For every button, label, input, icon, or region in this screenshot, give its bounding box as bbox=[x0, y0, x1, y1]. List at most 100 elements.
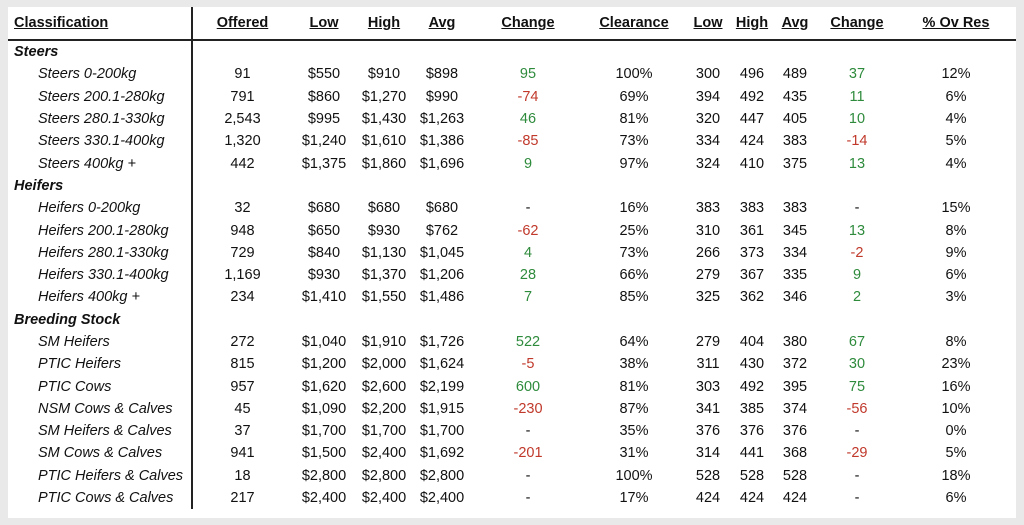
header-row: Classification Offered Low High Avg Chan… bbox=[8, 7, 1016, 41]
header-ov-res[interactable]: % Ov Res bbox=[896, 7, 1016, 41]
change-cents-cell: 67 bbox=[848, 334, 866, 350]
avg-cents-cell: 528 bbox=[782, 467, 808, 484]
header-clearance[interactable]: Clearance bbox=[584, 7, 684, 41]
high-cents-cell bbox=[732, 309, 772, 331]
header-offered[interactable]: Offered bbox=[192, 7, 292, 41]
header-low-cents[interactable]: Low bbox=[684, 7, 732, 41]
ov-res-cell: 4% bbox=[945, 155, 967, 172]
avg-cents-cell bbox=[772, 309, 818, 331]
classification-cell: Steers 330.1-400kg bbox=[8, 130, 193, 153]
low-cents-cell: 394 bbox=[695, 88, 721, 105]
change-cents-cell: 10 bbox=[848, 111, 866, 128]
classification-cell: Heifers 280.1-330kg bbox=[8, 241, 193, 264]
avg-price-cell: $990 bbox=[425, 88, 459, 105]
high-cents-cell: 410 bbox=[739, 155, 765, 172]
low-cents-cell: 311 bbox=[696, 356, 720, 373]
high-cents-cell: 362 bbox=[739, 289, 765, 306]
classification-cell: Heifers 330.1-400kg bbox=[8, 263, 193, 287]
change-cell: -85 bbox=[517, 133, 539, 150]
low-price-cell: $1,620 bbox=[301, 378, 347, 395]
header-high-cents[interactable]: High bbox=[732, 7, 772, 41]
offered-cell: 1,320 bbox=[224, 133, 261, 150]
ov-res-cell: 10% bbox=[941, 400, 971, 417]
avg-cents-cell: 405 bbox=[782, 111, 808, 128]
avg-price-cell: $1,045 bbox=[419, 244, 465, 261]
classification-cell: Steers 0-200kg bbox=[8, 63, 193, 86]
high-price-cell: $1,430 bbox=[361, 111, 407, 128]
classification-cell: Heifers 400kg + bbox=[8, 286, 193, 309]
high-cents-cell: 424 bbox=[739, 133, 765, 150]
high-cents-cell: 447 bbox=[739, 111, 765, 128]
classification-cell: SM Cows & Calves bbox=[8, 442, 193, 465]
change-cents-cell: -56 bbox=[846, 400, 868, 417]
low-price-cell bbox=[292, 175, 356, 197]
change-cell: 7 bbox=[523, 289, 533, 306]
change-cents-cell: -29 bbox=[846, 445, 868, 462]
change-cell: - bbox=[525, 490, 531, 507]
avg-price-cell: $1,486 bbox=[419, 289, 465, 306]
classification-cell: NSM Cows & Calves bbox=[8, 397, 193, 421]
clearance-cell: 87% bbox=[619, 400, 649, 417]
avg-cents-cell: 374 bbox=[782, 400, 808, 417]
header-change[interactable]: Change bbox=[472, 7, 584, 41]
ov-res-cell bbox=[896, 175, 1016, 197]
clearance-cell: 31% bbox=[619, 445, 649, 462]
low-price-cell: $1,200 bbox=[301, 356, 347, 373]
cattle-sale-table: Classification Offered Low High Avg Chan… bbox=[8, 7, 1016, 510]
ov-res-cell: 0% bbox=[945, 423, 967, 440]
ov-res-cell: 6% bbox=[945, 490, 967, 507]
classification-cell: SM Heifers bbox=[8, 330, 193, 354]
high-price-cell bbox=[356, 309, 412, 331]
group-label: Heifers bbox=[8, 174, 193, 198]
offered-cell: 45 bbox=[234, 400, 251, 417]
table-row: SM Heifers & Calves 37 $1,700 $1,700 $1,700 -… bbox=[8, 420, 1016, 443]
change-cell: - bbox=[525, 467, 531, 484]
change-cell: -5 bbox=[521, 356, 535, 373]
low-price-cell: $840 bbox=[307, 244, 341, 261]
table-row: Heifers 200.1-280kg 948 $650 $930 $762 -62 25%… bbox=[8, 219, 1016, 242]
header-classification[interactable]: Classification bbox=[8, 7, 193, 41]
classification-cell: PTIC Heifers bbox=[8, 353, 193, 376]
ov-res-cell: 6% bbox=[945, 88, 967, 105]
low-price-cell: $1,700 bbox=[301, 423, 347, 440]
change-cents-cell: 9 bbox=[852, 267, 862, 284]
header-avg-cents[interactable]: Avg bbox=[772, 7, 818, 41]
ov-res-cell: 18% bbox=[941, 467, 971, 484]
header-low[interactable]: Low bbox=[292, 7, 356, 41]
high-price-cell: $1,550 bbox=[361, 289, 407, 306]
high-cents-cell: 361 bbox=[739, 222, 765, 239]
group-label: Steers bbox=[8, 40, 193, 64]
offered-cell: 941 bbox=[230, 445, 255, 462]
high-cents-cell: 492 bbox=[739, 378, 765, 395]
low-price-cell: $930 bbox=[307, 267, 341, 284]
change-cell bbox=[472, 40, 584, 63]
header-high[interactable]: High bbox=[356, 7, 412, 41]
low-price-cell: $1,090 bbox=[301, 400, 347, 417]
avg-cents-cell: 376 bbox=[782, 423, 808, 440]
change-cents-cell: 75 bbox=[848, 378, 866, 395]
header-avg[interactable]: Avg bbox=[412, 7, 472, 41]
ov-res-cell: 23% bbox=[941, 356, 971, 373]
header-change-cents[interactable]: Change bbox=[818, 7, 896, 41]
change-cell: 4 bbox=[523, 244, 533, 261]
low-cents-cell: 279 bbox=[695, 267, 721, 284]
offered-cell: 791 bbox=[230, 88, 255, 105]
high-cents-cell: 367 bbox=[739, 267, 765, 284]
classification-cell: PTIC Cows & Calves bbox=[8, 486, 193, 510]
offered-cell: 217 bbox=[230, 490, 255, 507]
avg-price-cell: $762 bbox=[425, 222, 459, 239]
offered-cell bbox=[192, 309, 292, 331]
high-price-cell: $1,910 bbox=[361, 334, 407, 350]
high-price-cell: $2,200 bbox=[361, 400, 407, 417]
low-cents-cell bbox=[684, 309, 732, 331]
avg-cents-cell: 335 bbox=[782, 267, 808, 284]
clearance-cell: 81% bbox=[619, 378, 649, 395]
classification-cell: Heifers 0-200kg bbox=[8, 197, 193, 220]
high-cents-cell: 404 bbox=[739, 334, 765, 350]
avg-cents-cell bbox=[772, 40, 818, 63]
avg-price-cell: $1,696 bbox=[419, 155, 465, 172]
offered-cell: 272 bbox=[230, 334, 255, 350]
clearance-cell bbox=[584, 309, 684, 331]
clearance-cell: 81% bbox=[619, 111, 649, 128]
table-row: Steers 0-200kg 91 $550 $910 $898 95 100% 300 496… bbox=[8, 63, 1016, 86]
